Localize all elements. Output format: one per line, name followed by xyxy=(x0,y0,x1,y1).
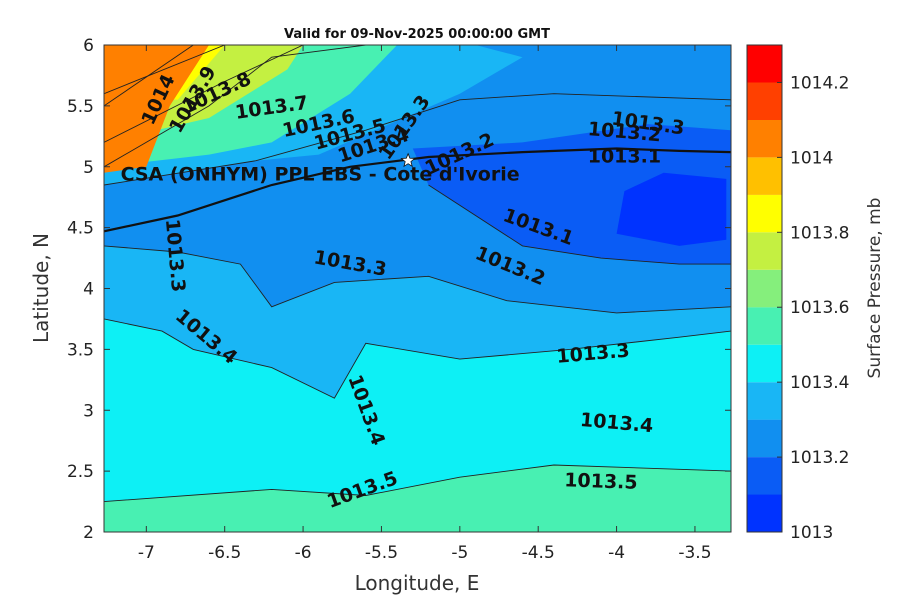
colorbar-tick-label: 1013.8 xyxy=(790,223,849,243)
colorbar-swatch xyxy=(747,269,782,308)
x-tick-label: -4.5 xyxy=(522,543,555,563)
x-tick-label: -7 xyxy=(138,543,155,563)
y-tick-label: 3 xyxy=(83,401,94,421)
contour-line xyxy=(104,93,731,186)
colorbar: 1014.2 1014 1013.8 1013.6 1013.4 1013.2 1013 xyxy=(746,44,849,543)
colorbar-swatch xyxy=(747,157,782,195)
colorbar-swatch xyxy=(747,194,782,233)
colorbar-tick-label: 1013.6 xyxy=(790,298,849,318)
contour-line xyxy=(104,45,304,143)
coastline xyxy=(104,147,731,233)
x-axis: -7 -6.5 -6 -5.5 -5 -4.5 -4 -3.5 xyxy=(138,45,712,563)
y-tick-label: 4.5 xyxy=(67,219,94,239)
y-tick-label: 6 xyxy=(83,36,94,56)
x-tick-label: -4 xyxy=(608,543,625,563)
x-tick-label: -5 xyxy=(451,543,468,563)
colorbar-tick-label: 1013.2 xyxy=(790,448,849,468)
contour-fill-region xyxy=(104,45,398,167)
colorbar-tick-label: 1014 xyxy=(790,148,833,168)
y-tick-label: 5 xyxy=(83,158,94,178)
colorbar-tick-label: 1013.4 xyxy=(790,373,849,393)
x-tick-label: -5.5 xyxy=(365,543,398,563)
contour-line xyxy=(104,464,731,503)
colorbar-swatch xyxy=(747,82,782,120)
x-tick-label: -3.5 xyxy=(678,543,711,563)
contour-label: 1013.5 xyxy=(564,469,638,494)
colorbar-swatch xyxy=(747,382,782,420)
colorbar-frame xyxy=(746,44,783,533)
contour-fill-region xyxy=(616,172,727,246)
colorbar-tick-label: 1014.2 xyxy=(790,73,849,93)
contour-label: 1013.1 xyxy=(588,146,661,168)
y-tick-label: 3.5 xyxy=(67,340,94,360)
contour-line xyxy=(428,184,731,265)
station-label: CSA (ONHYM) PPL EBS - Cote d'Ivorie xyxy=(121,164,520,186)
colorbar-swatch xyxy=(747,45,782,83)
colorbar-swatch xyxy=(747,457,782,495)
colorbar-swatch xyxy=(747,232,782,270)
x-tick-label: -6 xyxy=(295,543,312,563)
colorbar-swatch xyxy=(747,307,782,345)
colorbar-swatch xyxy=(747,494,782,532)
contour-line xyxy=(104,45,225,95)
plot-area: 10141013.91013.81013.71013.61013.51013.4… xyxy=(104,45,731,532)
contour-fill-region xyxy=(104,318,731,502)
chart-title: Valid for 09-Nov-2025 00:00:00 GMT xyxy=(284,27,550,42)
y-axis-label: Latitude, N xyxy=(29,233,53,343)
contour-fill-region xyxy=(104,465,731,532)
contour-line xyxy=(104,245,731,314)
colorbar-label: Surface Pressure, mb xyxy=(865,198,885,379)
y-tick-label: 2 xyxy=(83,523,94,543)
y-tick-label: 4 xyxy=(83,280,94,300)
x-axis-label: Longitude, E xyxy=(355,571,480,595)
colorbar-swatch xyxy=(747,419,782,458)
y-tick-label: 5.5 xyxy=(67,97,94,117)
contour-line xyxy=(104,318,731,399)
y-tick-label: 2.5 xyxy=(67,462,94,482)
colorbar-swatch xyxy=(747,119,782,158)
colorbar-tick-label: 1013 xyxy=(790,523,833,543)
contour-line xyxy=(104,45,366,168)
contour-fill-region xyxy=(104,245,731,399)
colorbar-swatch xyxy=(747,344,782,383)
x-tick-label: -6.5 xyxy=(208,543,241,563)
station-star-icon xyxy=(400,152,416,168)
y-axis: 2 2.5 3 3.5 4 4.5 5 5.5 6 xyxy=(67,36,731,543)
contour-fill-region xyxy=(104,45,209,173)
